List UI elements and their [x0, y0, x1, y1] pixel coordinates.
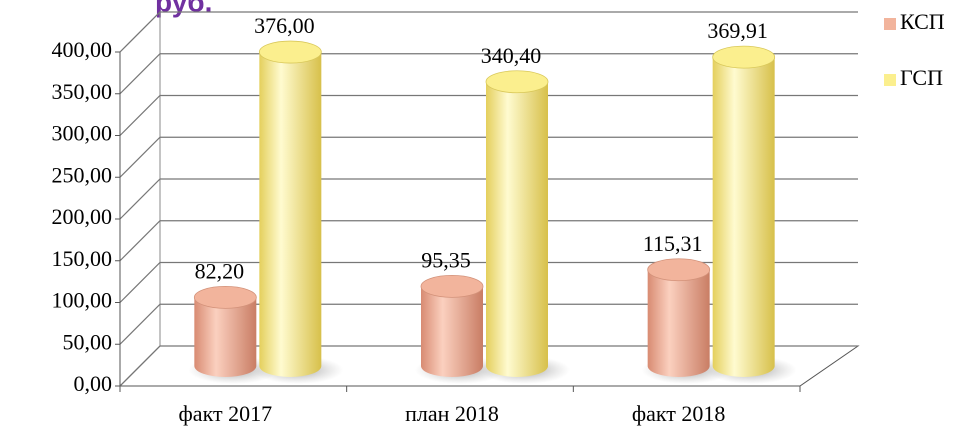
grid-line [119, 136, 858, 178]
y-tick-label: 200,00 [52, 204, 113, 229]
bar-top [485, 70, 549, 94]
y-tick-label: 50,00 [63, 329, 113, 354]
x-tick-label: план 2018 [405, 401, 499, 426]
data-label: 376,00 [254, 13, 315, 38]
y-tick-label: 300,00 [52, 121, 113, 146]
bar [421, 286, 483, 377]
data-label: 369,91 [707, 18, 768, 43]
bar [259, 52, 322, 377]
data-label: 95,35 [421, 247, 471, 272]
y-tick-label: 150,00 [52, 246, 113, 271]
grid-line [119, 53, 858, 95]
grid-line [119, 303, 858, 345]
y-tick-label: 0,00 [74, 371, 113, 396]
bar-top [193, 285, 257, 309]
data-label: 115,31 [643, 231, 703, 256]
bar-top [420, 274, 484, 298]
grid-line [119, 220, 858, 262]
bar [486, 81, 548, 378]
x-tick-label: факт 2017 [179, 401, 273, 426]
grid-line [119, 94, 858, 136]
bar [712, 57, 775, 377]
bar-top [647, 258, 711, 282]
grid-line [119, 11, 858, 53]
data-label: 340,40 [481, 43, 542, 68]
legend-label: ГСП [900, 65, 943, 90]
legend-swatch [884, 74, 896, 86]
y-tick-label: 350,00 [52, 79, 113, 104]
y-tick-label: 400,00 [52, 37, 113, 62]
bar [194, 297, 257, 377]
legend-label: КСП [900, 9, 945, 34]
legend-swatch [884, 18, 896, 30]
grid-line [119, 261, 858, 303]
bar-top [712, 45, 776, 69]
x-tick-label: факт 2018 [632, 401, 726, 426]
grid-line [119, 345, 858, 387]
bar [647, 269, 710, 377]
data-label: 82,20 [195, 258, 245, 283]
y-tick-label: 100,00 [52, 288, 113, 313]
chart-title: руб. [155, 0, 212, 17]
bar-top [258, 40, 322, 64]
y-tick-label: 250,00 [52, 162, 113, 187]
grid-line [119, 178, 858, 220]
